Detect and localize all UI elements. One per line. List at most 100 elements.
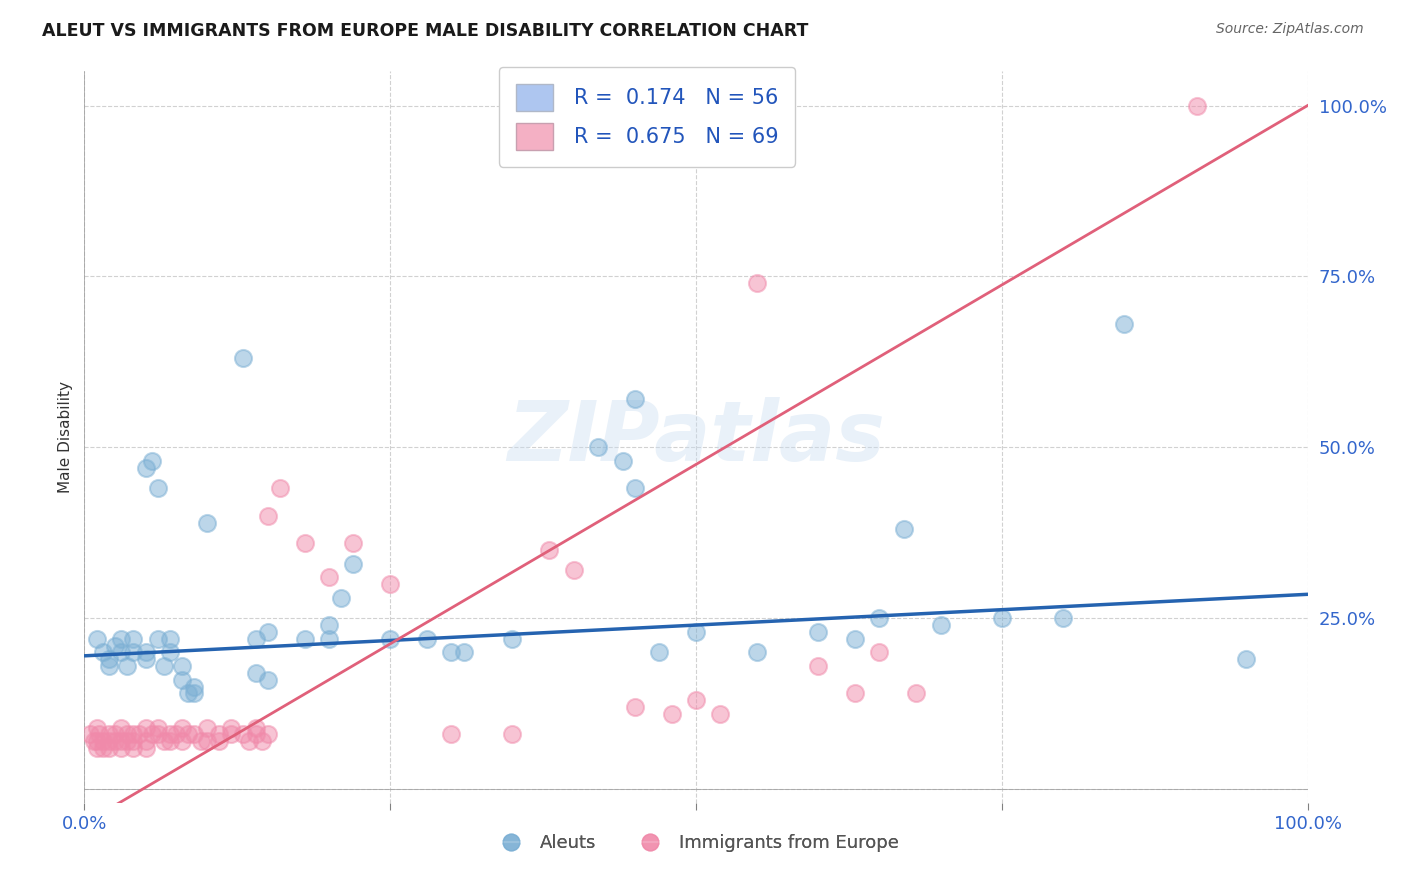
Point bbox=[562, 563, 585, 577]
Point bbox=[91, 645, 114, 659]
Point bbox=[146, 727, 169, 741]
Point bbox=[257, 508, 280, 523]
Point bbox=[86, 721, 108, 735]
Point bbox=[991, 611, 1014, 625]
Point bbox=[453, 645, 475, 659]
Point bbox=[330, 591, 353, 605]
Point bbox=[245, 632, 267, 646]
Point bbox=[110, 734, 132, 748]
Point bbox=[342, 557, 364, 571]
Point bbox=[318, 570, 340, 584]
Point bbox=[1236, 652, 1258, 666]
Point bbox=[115, 734, 138, 748]
Text: ALEUT VS IMMIGRANTS FROM EUROPE MALE DISABILITY CORRELATION CHART: ALEUT VS IMMIGRANTS FROM EUROPE MALE DIS… bbox=[42, 22, 808, 40]
Point bbox=[141, 454, 163, 468]
Text: ZIPatlas: ZIPatlas bbox=[508, 397, 884, 477]
Point bbox=[172, 673, 194, 687]
Point bbox=[177, 686, 200, 700]
Point bbox=[104, 639, 127, 653]
Point bbox=[183, 680, 205, 694]
Point bbox=[440, 727, 463, 741]
Point bbox=[195, 721, 218, 735]
Point bbox=[165, 727, 187, 741]
Point bbox=[586, 440, 609, 454]
Point bbox=[245, 721, 267, 735]
Point bbox=[905, 686, 928, 700]
Point bbox=[416, 632, 439, 646]
Point bbox=[91, 741, 114, 756]
Point bbox=[869, 645, 891, 659]
Point bbox=[183, 686, 205, 700]
Point bbox=[91, 734, 114, 748]
Point bbox=[269, 481, 291, 495]
Point bbox=[893, 522, 915, 536]
Point bbox=[97, 659, 120, 673]
Point bbox=[97, 741, 120, 756]
Point bbox=[135, 645, 157, 659]
Point bbox=[538, 542, 561, 557]
Point bbox=[159, 632, 181, 646]
Point bbox=[250, 734, 273, 748]
Point bbox=[648, 645, 671, 659]
Point bbox=[380, 632, 402, 646]
Point bbox=[146, 632, 169, 646]
Point bbox=[929, 618, 952, 632]
Point bbox=[122, 632, 145, 646]
Point bbox=[342, 536, 364, 550]
Point bbox=[122, 741, 145, 756]
Point bbox=[294, 632, 316, 646]
Point bbox=[97, 734, 120, 748]
Point bbox=[86, 734, 108, 748]
Point bbox=[172, 659, 194, 673]
Point bbox=[195, 734, 218, 748]
Point bbox=[219, 727, 242, 741]
Point bbox=[172, 721, 194, 735]
Point bbox=[110, 632, 132, 646]
Point bbox=[869, 611, 891, 625]
Point bbox=[1114, 318, 1136, 332]
Point bbox=[159, 645, 181, 659]
Point bbox=[104, 734, 127, 748]
Point bbox=[661, 706, 683, 721]
Point bbox=[122, 734, 145, 748]
Point bbox=[219, 721, 242, 735]
Point bbox=[624, 392, 647, 407]
Point bbox=[245, 727, 267, 741]
Point bbox=[159, 734, 181, 748]
Point bbox=[807, 659, 830, 673]
Point bbox=[190, 734, 212, 748]
Point bbox=[141, 727, 163, 741]
Point bbox=[238, 734, 260, 748]
Text: Source: ZipAtlas.com: Source: ZipAtlas.com bbox=[1216, 22, 1364, 37]
Point bbox=[747, 277, 769, 291]
Point bbox=[183, 727, 205, 741]
Point bbox=[86, 741, 108, 756]
Point bbox=[122, 727, 145, 741]
Point bbox=[128, 727, 150, 741]
Point bbox=[440, 645, 463, 659]
Point bbox=[624, 481, 647, 495]
Point bbox=[502, 632, 524, 646]
Point bbox=[104, 727, 127, 741]
Point bbox=[1187, 98, 1209, 112]
Point bbox=[135, 652, 157, 666]
Point bbox=[844, 686, 866, 700]
Point bbox=[257, 673, 280, 687]
Point bbox=[135, 721, 157, 735]
Point bbox=[110, 721, 132, 735]
Point bbox=[83, 734, 105, 748]
Point bbox=[135, 734, 157, 748]
Point bbox=[135, 460, 157, 475]
Point bbox=[97, 727, 120, 741]
Point bbox=[135, 741, 157, 756]
Point bbox=[195, 516, 218, 530]
Point bbox=[172, 734, 194, 748]
Point bbox=[747, 645, 769, 659]
Point bbox=[807, 624, 830, 639]
Point bbox=[257, 624, 280, 639]
Point bbox=[380, 577, 402, 591]
Point bbox=[232, 351, 254, 366]
Point bbox=[232, 727, 254, 741]
Point bbox=[86, 632, 108, 646]
Point bbox=[612, 454, 634, 468]
